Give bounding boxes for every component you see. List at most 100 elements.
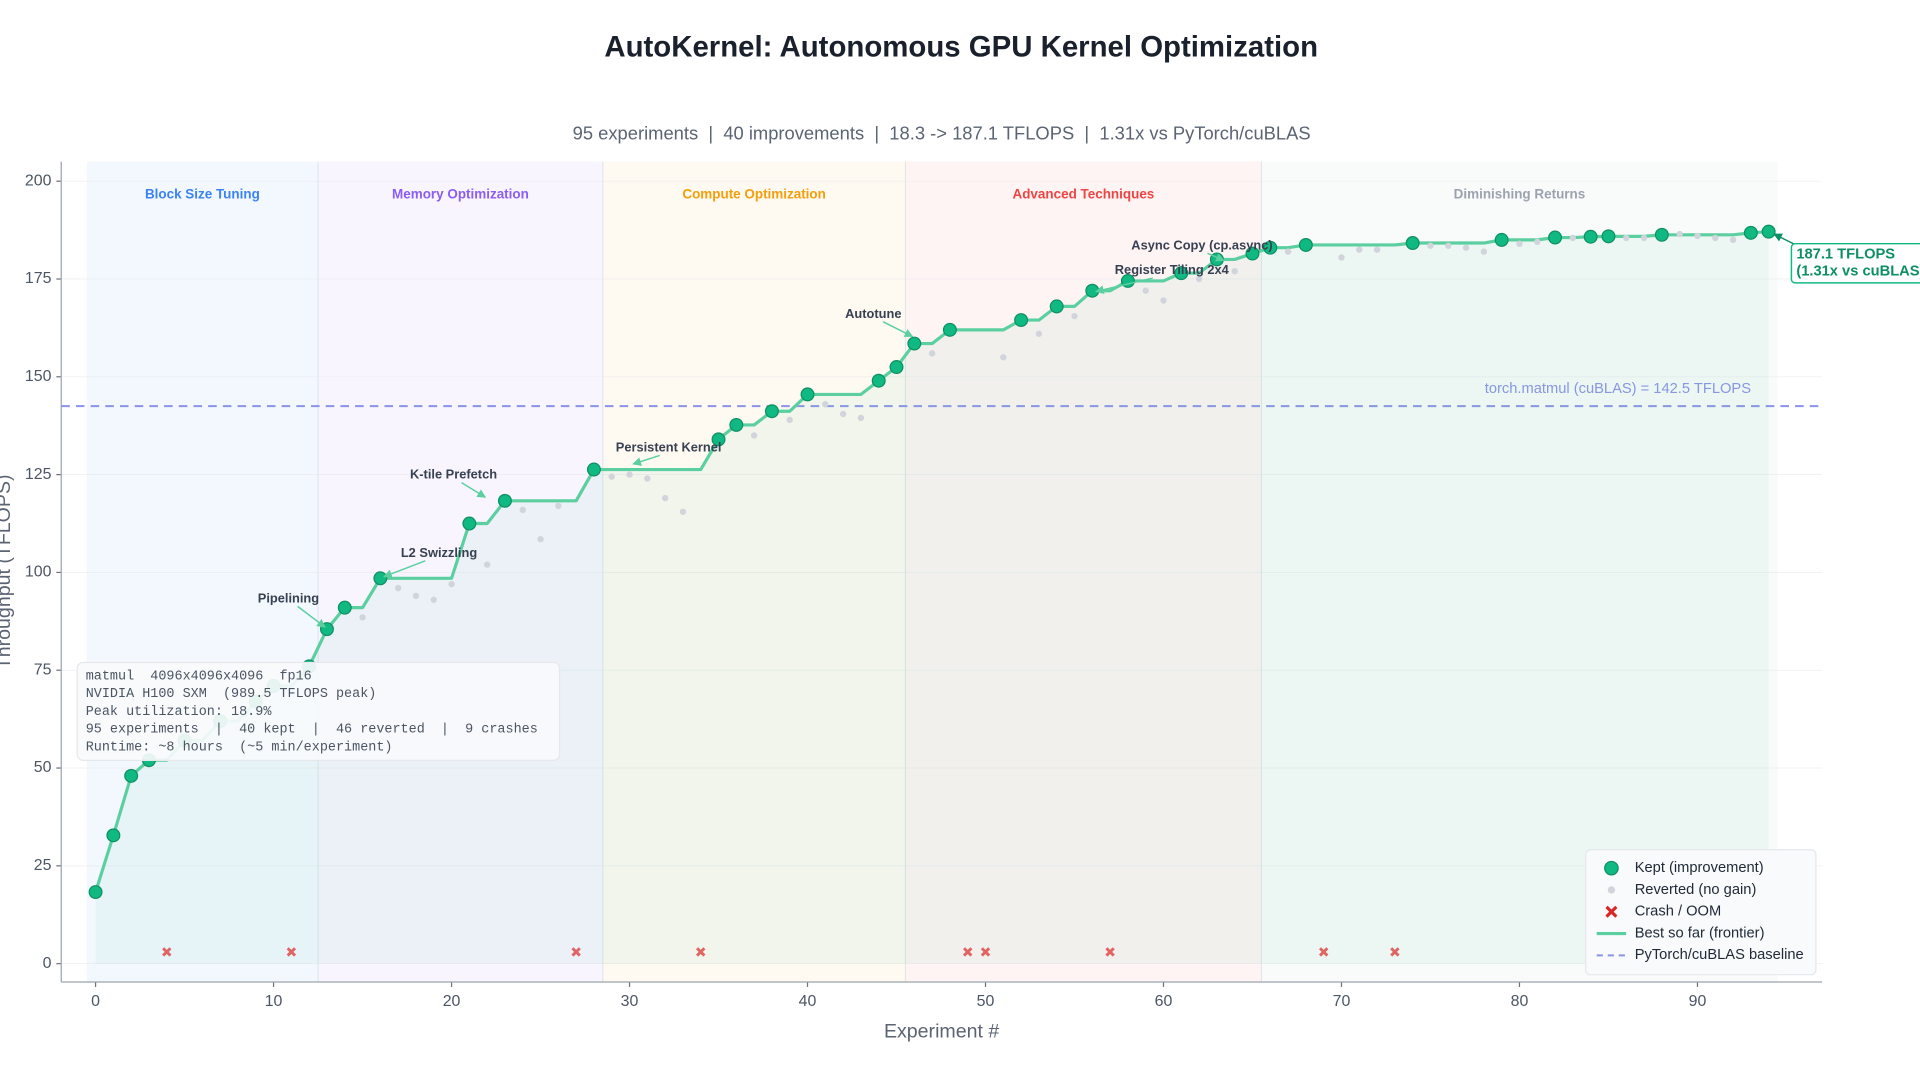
annotation-text: Pipelining <box>258 590 319 605</box>
kept-point <box>1014 313 1029 328</box>
phase-band <box>602 161 906 983</box>
info-line: 95 experiments | 40 kept | 46 reverted |… <box>86 723 538 738</box>
reverted-point <box>1231 267 1238 275</box>
reverted-point <box>1729 236 1737 244</box>
annotation-text: K-tile Prefetch <box>410 467 497 482</box>
reverted-point <box>1712 234 1719 242</box>
kept-point <box>462 516 477 531</box>
phase-band <box>1261 161 1778 983</box>
kept-point <box>800 387 815 402</box>
kept-point <box>942 322 957 337</box>
annotation-text: L2 Swizzling <box>401 545 477 560</box>
legend-marker <box>1605 905 1618 918</box>
y-tick-label: 100 <box>25 564 52 581</box>
annotation-text: Register Tiling 2x4 <box>1115 262 1230 277</box>
y-tick-label: 150 <box>25 368 52 385</box>
kept-point <box>1743 225 1758 240</box>
y-tick-label: 200 <box>25 172 52 189</box>
annotation-arrow <box>1207 252 1225 262</box>
kept-point <box>1583 229 1598 244</box>
x-axis-label: Experiment # <box>884 1020 999 1042</box>
legend-label: Kept (improvement) <box>1635 860 1764 876</box>
y-tick-label: 25 <box>34 857 52 874</box>
x-tick-label: 10 <box>265 993 283 1010</box>
frontier-line <box>380 523 471 580</box>
reverted-point <box>626 471 633 478</box>
reverted-point <box>1035 330 1043 337</box>
crash-point <box>162 947 172 957</box>
kept-point <box>889 360 904 375</box>
reverted-point <box>644 475 651 482</box>
legend-marker <box>1604 860 1619 876</box>
legend-box <box>1585 849 1817 976</box>
kept-point <box>1494 232 1509 247</box>
frontier-line <box>593 438 720 472</box>
kept-point <box>1548 230 1563 245</box>
x-tick-label: 90 <box>1689 993 1707 1010</box>
kept-point <box>729 417 744 432</box>
frontier-line <box>807 379 880 397</box>
reverted-point <box>412 592 420 600</box>
annotation-text: Async Copy (cp.async) <box>1131 237 1272 252</box>
kept-point <box>1298 237 1313 252</box>
reverted-point <box>430 596 437 603</box>
x-tick-label: 40 <box>799 993 817 1010</box>
x-tick-label: 70 <box>1333 993 1351 1010</box>
kept-point <box>497 493 512 508</box>
x-tick-label: 60 <box>1155 993 1173 1010</box>
kept-point <box>764 404 779 419</box>
y-tick-label: 0 <box>43 955 52 972</box>
reverted-point <box>1480 248 1488 255</box>
frontier-line <box>504 468 596 503</box>
reverted-point <box>1516 240 1523 247</box>
reverted-point <box>394 584 402 592</box>
info-box <box>76 661 561 762</box>
kept-point <box>1049 299 1064 314</box>
reverted-point <box>1195 275 1203 283</box>
info-line: Runtime: ~8 hours (~5 min/experiment) <box>86 741 393 756</box>
info-line: matmul 4096x4096x4096 fp16 <box>86 669 312 684</box>
kept-point <box>1601 229 1616 244</box>
annotation-text: Persistent Kernel <box>616 440 722 455</box>
frontier-line <box>111 775 133 836</box>
crash-point <box>980 947 991 957</box>
crash-point <box>1105 947 1115 957</box>
reverted-point <box>661 494 669 502</box>
y-axis-label: Throughput (TFLOPS) <box>0 474 15 669</box>
reverted-point <box>822 401 829 408</box>
crash-point <box>286 947 297 957</box>
y-tick-label: 175 <box>25 270 52 287</box>
annotation-arrow <box>882 321 914 338</box>
kept-point <box>871 373 886 388</box>
y-tick-label: 125 <box>25 466 52 483</box>
reverted-point <box>1284 248 1292 255</box>
reverted-point <box>359 614 366 621</box>
crash-point <box>1318 947 1329 957</box>
info-line: Peak utilization: 18.9% <box>86 705 273 720</box>
legend-label: Best so far (frontier) <box>1635 925 1765 941</box>
reverted-point <box>1071 312 1078 320</box>
legend-label: Reverted (no gain) <box>1635 882 1757 898</box>
reverted-point <box>519 506 526 514</box>
reverted-point <box>1694 232 1701 240</box>
legend-label: Crash / OOM <box>1635 904 1722 920</box>
reverted-point <box>857 414 865 422</box>
legend-marker <box>1607 886 1616 894</box>
reverted-point <box>1000 354 1007 361</box>
phase-label: Compute Optimization <box>682 186 826 201</box>
annotation-text: Autotune <box>845 306 901 321</box>
reverted-point <box>1534 238 1541 246</box>
crash-point <box>696 947 706 957</box>
kept-point <box>1263 240 1278 255</box>
kept-point <box>711 432 726 447</box>
y-tick-label: 75 <box>34 661 52 678</box>
kept-point <box>124 768 139 783</box>
x-tick-label: 0 <box>91 993 100 1010</box>
kept-point <box>1761 224 1776 239</box>
frontier-line <box>94 834 115 893</box>
kept-point <box>1654 227 1669 242</box>
reverted-point <box>1373 246 1381 253</box>
kept-point <box>907 336 922 351</box>
